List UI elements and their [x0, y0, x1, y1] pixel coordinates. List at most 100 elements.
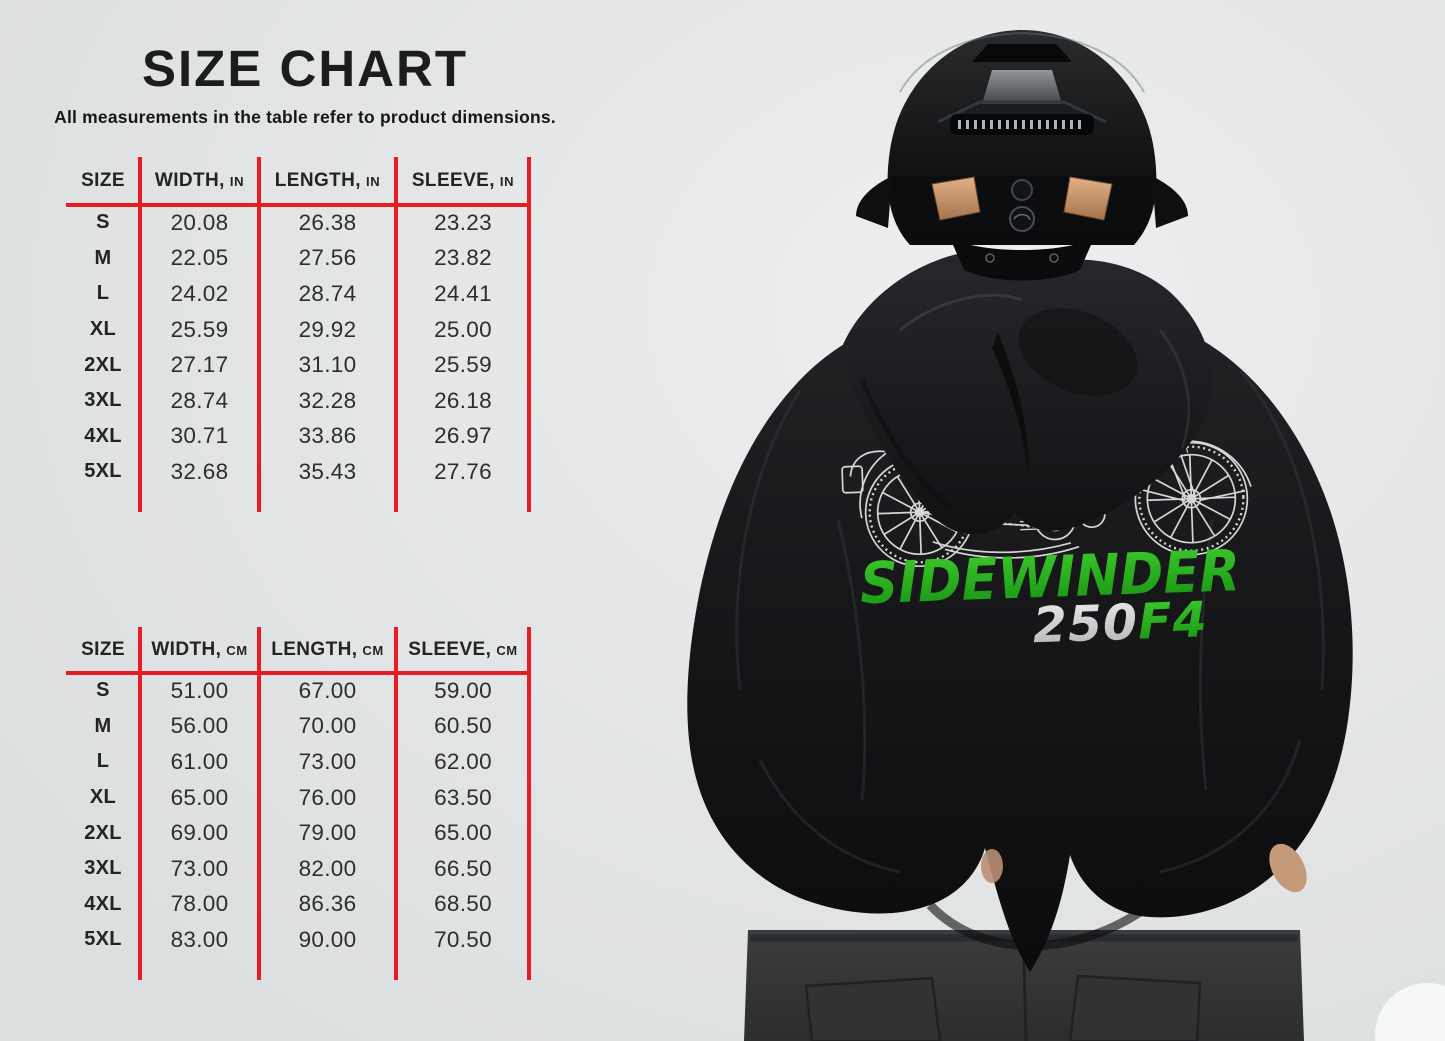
- shell-rim-light: [899, 31, 1145, 93]
- table-divider: [66, 203, 530, 207]
- size-row-xl: XL 65.00 76.00 63.50: [66, 780, 530, 816]
- hoodie-brand-text: SIDEWINDER: [859, 538, 1241, 617]
- size-label: 2XL: [84, 353, 122, 376]
- size-table-centimeters: SIZE WIDTH, CM LENGTH, CM SLEEVE, CM S 51.00 67.0…: [66, 627, 531, 980]
- helmet: [856, 30, 1188, 281]
- column-header-size: SIZE: [81, 170, 125, 191]
- column-header-sleeve-cm: SLEEVE, CM: [408, 639, 518, 660]
- product-photo: SIDEWINDER 250F4: [687, 30, 1353, 1041]
- table-divider: [257, 627, 261, 980]
- measurement-width: 65.00: [170, 784, 229, 810]
- table-divider: [138, 627, 142, 980]
- measurement-length: 27.56: [298, 245, 357, 271]
- measurement-sleeve: 26.97: [434, 423, 492, 449]
- measurement-sleeve: 68.50: [434, 891, 492, 917]
- measurement-width: 69.00: [170, 820, 229, 846]
- table-header-row: SIZE WIDTH, CM LENGTH, CM SLEEVE, CM: [66, 627, 530, 673]
- size-row-s: S 20.08 26.38 23.23: [66, 205, 530, 241]
- measurement-length: 32.28: [298, 387, 357, 413]
- size-label: M: [94, 714, 112, 737]
- size-label: S: [96, 679, 110, 702]
- measurement-sleeve: 63.50: [434, 784, 492, 810]
- size-row-5xl: 5XL 32.68 35.43 27.76: [66, 454, 530, 490]
- measurement-length: 76.00: [298, 784, 357, 810]
- size-label: 3XL: [84, 857, 122, 880]
- measurement-width: 61.00: [170, 748, 229, 774]
- size-label: 2XL: [84, 821, 122, 844]
- copper-panel-left: [931, 176, 981, 221]
- table-divider: [394, 157, 398, 512]
- left-wing: [856, 176, 892, 228]
- measurement-width: 27.17: [170, 352, 229, 378]
- measurement-sleeve: 23.23: [434, 209, 492, 235]
- size-row-m: M 56.00 70.00 60.50: [66, 709, 530, 745]
- right-hand: [1269, 843, 1307, 893]
- measurement-sleeve: 70.50: [434, 926, 492, 952]
- column-header-sleeve-in: SLEEVE, IN: [411, 170, 515, 191]
- measurement-sleeve: 66.50: [434, 855, 492, 881]
- measurement-width: 73.00: [170, 855, 229, 881]
- measurement-length: 26.38: [298, 209, 357, 235]
- size-row-4xl: 4XL 78.00 86.36 68.50: [66, 887, 530, 923]
- measurement-width: 25.59: [170, 316, 229, 342]
- size-row-5xl: 5XL 83.00 90.00 70.50: [66, 922, 530, 958]
- size-label: XL: [89, 318, 117, 341]
- model-suffix: F4: [1137, 591, 1209, 650]
- measurement-length: 86.36: [298, 891, 357, 917]
- measurement-sleeve: 25.00: [434, 316, 492, 342]
- size-label: S: [96, 211, 110, 234]
- column-header-width-in: WIDTH, IN: [154, 170, 245, 191]
- measurement-width: 22.05: [170, 245, 229, 271]
- grab-rail: [849, 450, 928, 477]
- size-row-2xl: 2XL 69.00 79.00 65.00: [66, 815, 530, 851]
- size-row-2xl: 2XL 27.17 31.10 25.59: [66, 347, 530, 383]
- emblem-bottom: [1009, 206, 1035, 232]
- size-label: XL: [89, 786, 117, 809]
- measurement-length: 70.00: [298, 713, 357, 739]
- measurement-length: 90.00: [298, 926, 357, 952]
- measurement-sleeve: 62.00: [434, 748, 492, 774]
- emblem-top: [1011, 179, 1033, 201]
- measurement-sleeve: 23.82: [434, 245, 492, 271]
- measurement-width: 28.74: [170, 387, 229, 413]
- measurement-length: 67.00: [298, 677, 357, 703]
- size-row-l: L 24.02 28.74 24.41: [66, 276, 530, 312]
- size-label: 4XL: [84, 424, 122, 447]
- size-row-s: S 51.00 67.00 59.00: [66, 673, 530, 709]
- size-label: 5XL: [84, 460, 122, 483]
- measurement-length: 29.92: [298, 316, 357, 342]
- column-header-width-cm: WIDTH, CM: [151, 639, 248, 660]
- hem-shadow: [926, 901, 1143, 951]
- crown-panel: [982, 70, 1062, 104]
- copper-panel-right: [1063, 176, 1113, 221]
- measurement-length: 79.00: [298, 820, 357, 846]
- measurement-width: 24.02: [170, 280, 229, 306]
- measurement-width: 56.00: [170, 713, 229, 739]
- page-subtitle: All measurements in the table refer to p…: [54, 107, 556, 128]
- ridge-line: [937, 100, 1107, 124]
- right-wing: [1152, 176, 1188, 228]
- measurement-sleeve: 65.00: [434, 820, 492, 846]
- table-divider: [138, 157, 142, 512]
- hood: [840, 249, 1213, 535]
- table-divider: [257, 157, 261, 512]
- measurement-length: 35.43: [298, 458, 357, 484]
- chart-header: SIZE CHART All measurements in the table…: [18, 40, 592, 128]
- hoodie-model-text: 250F4: [1032, 591, 1209, 654]
- crown-vent: [972, 44, 1072, 62]
- neck-roll: [950, 238, 1094, 281]
- size-row-4xl: 4XL 30.71 33.86 26.97: [66, 419, 530, 455]
- page-title: SIZE CHART: [142, 40, 468, 97]
- measurement-length: 28.74: [298, 280, 357, 306]
- brand-lettering: SIDEWINDER 250F4: [859, 538, 1241, 654]
- measurement-sleeve: 60.50: [434, 713, 492, 739]
- measurement-sleeve: 25.59: [434, 352, 492, 378]
- measurement-width: 51.00: [170, 677, 229, 703]
- size-row-m: M 22.05 27.56 23.82: [66, 241, 530, 277]
- size-label: 3XL: [84, 389, 122, 412]
- measurement-length: 73.00: [298, 748, 357, 774]
- column-header-length-in: LENGTH, IN: [274, 170, 381, 191]
- table-divider: [527, 157, 531, 512]
- size-row-l: L 61.00 73.00 62.00: [66, 744, 530, 780]
- size-label: L: [96, 282, 110, 305]
